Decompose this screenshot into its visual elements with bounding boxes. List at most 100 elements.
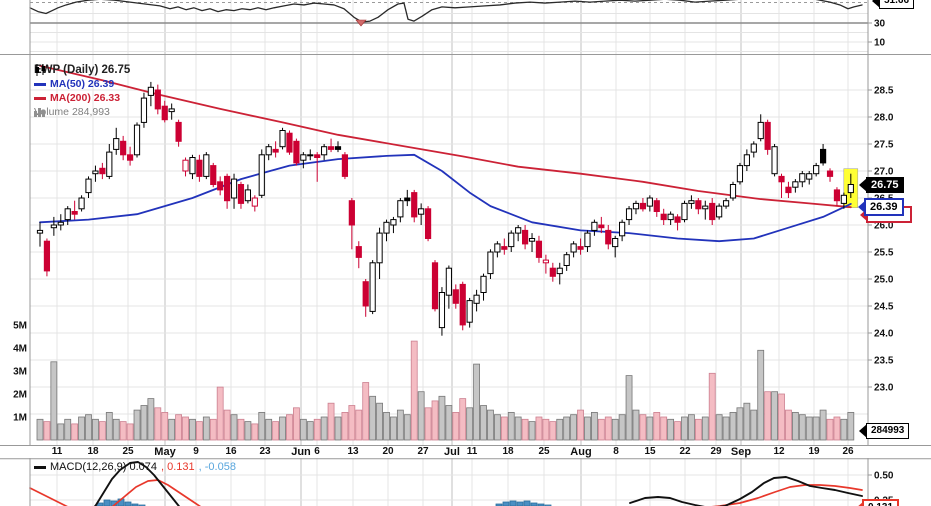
volume-bar <box>348 405 356 441</box>
candle-body <box>251 197 258 207</box>
volume-bar <box>729 411 737 441</box>
volume-bar <box>189 418 196 441</box>
x-axis-row: 11 18 25 May 9 16 23 Jun 6 13 20 27 Jul 11 18 25 Aug 8 15 2… <box>0 446 931 458</box>
volume-bar <box>473 363 480 441</box>
candle-body <box>404 197 411 202</box>
candle-body <box>508 232 515 248</box>
candle-body <box>168 108 175 113</box>
x-tick-label: 18 <box>87 446 99 457</box>
macd-histogram-bar <box>537 503 545 506</box>
candle-body <box>258 154 265 196</box>
volume-bar <box>500 416 508 441</box>
volume-bar <box>459 398 467 441</box>
volume-bar <box>521 418 529 441</box>
x-tick-label: 18 <box>502 446 514 457</box>
volume-bar <box>272 421 280 441</box>
candle-body <box>646 197 653 207</box>
candle-body <box>813 165 820 175</box>
signal-triangle-marker <box>355 19 367 27</box>
volume-bar <box>597 418 605 441</box>
volume-bar <box>334 416 342 441</box>
candle-body <box>771 146 778 175</box>
volume-bar <box>36 418 44 441</box>
candle-body <box>743 154 750 167</box>
ma50-value-box: 26.39 <box>864 198 904 216</box>
macd-histogram-bar <box>530 502 538 506</box>
volume-bar <box>237 418 245 441</box>
candle-body <box>487 251 494 275</box>
candle-body <box>355 246 362 258</box>
candle-body <box>57 221 64 226</box>
volume-bar <box>126 423 134 441</box>
candle-body <box>819 148 827 164</box>
macd-histogram-bar <box>124 501 132 506</box>
candle-body <box>237 184 245 204</box>
volume-bar <box>487 409 494 441</box>
volume-bar <box>819 409 827 441</box>
candle-body <box>314 154 321 159</box>
volume-bar <box>660 416 668 441</box>
volume-bar <box>341 411 349 441</box>
candle-body <box>674 216 681 223</box>
volume-tick-label: 1M <box>13 413 27 424</box>
top-y-tick-label: 30 <box>874 19 886 30</box>
candle-body <box>619 221 626 237</box>
volume-bar <box>313 418 321 441</box>
volume-bar <box>840 418 848 441</box>
ma200-line <box>39 64 852 209</box>
volume-bar <box>112 418 120 441</box>
macd-histogram-bar <box>103 499 111 506</box>
x-tick-label: 23 <box>259 446 271 457</box>
macd-tick-label: 0.50 <box>874 471 894 482</box>
candle-body <box>716 205 723 218</box>
volume-bar <box>286 414 293 441</box>
volume-value-box: 284993 <box>866 423 910 439</box>
x-tick-label: 29 <box>710 446 722 457</box>
volume-legend-row: Volume 284,993 <box>34 105 130 119</box>
volume-bar <box>722 416 730 441</box>
candle-body <box>300 154 307 161</box>
volume-bar <box>396 409 404 441</box>
volume-bar <box>466 407 474 441</box>
volume-bar <box>653 411 661 441</box>
top-indicator-line <box>29 0 863 23</box>
volume-bar <box>362 382 370 441</box>
candle-body <box>452 289 459 304</box>
candle-body <box>757 121 764 140</box>
volume-bar <box>299 418 307 441</box>
x-tick-label: 16 <box>225 446 237 457</box>
x-tick-label: 15 <box>644 446 656 457</box>
candle-body <box>224 175 231 202</box>
candle-body <box>501 246 508 250</box>
volume-bar <box>71 423 79 441</box>
volume-tick-label: 3M <box>13 367 27 378</box>
candle-body <box>605 229 612 245</box>
candle-body <box>473 294 480 304</box>
candle-body <box>154 89 161 110</box>
candle-body <box>459 283 466 326</box>
candle-body <box>709 202 716 221</box>
price-tick-label: 27.0 <box>874 167 894 178</box>
volume-bar <box>161 411 169 441</box>
candle-body <box>612 238 619 248</box>
candle-body <box>120 140 127 156</box>
volume-bar <box>611 418 619 441</box>
candle-body <box>286 132 293 153</box>
volume-tick-label: 2M <box>13 390 27 401</box>
candle-body <box>785 186 792 194</box>
macd-line <box>93 461 181 506</box>
candle-body <box>494 243 501 253</box>
candle-body <box>750 143 757 153</box>
volume-tick-label: 4M <box>13 344 27 355</box>
ma50-legend: MA(50) 26.39 <box>50 78 115 90</box>
candle-body <box>840 194 847 204</box>
x-tick-label: 25 <box>538 446 550 457</box>
candle-body <box>424 208 432 240</box>
candle-body <box>515 227 522 234</box>
volume-bar <box>258 411 266 441</box>
volume-bar <box>376 402 383 441</box>
x-tick-label: 11 <box>51 446 63 457</box>
macd-histogram-bar <box>523 500 531 506</box>
candle-body <box>695 200 702 210</box>
candlestick-icon <box>35 64 45 76</box>
